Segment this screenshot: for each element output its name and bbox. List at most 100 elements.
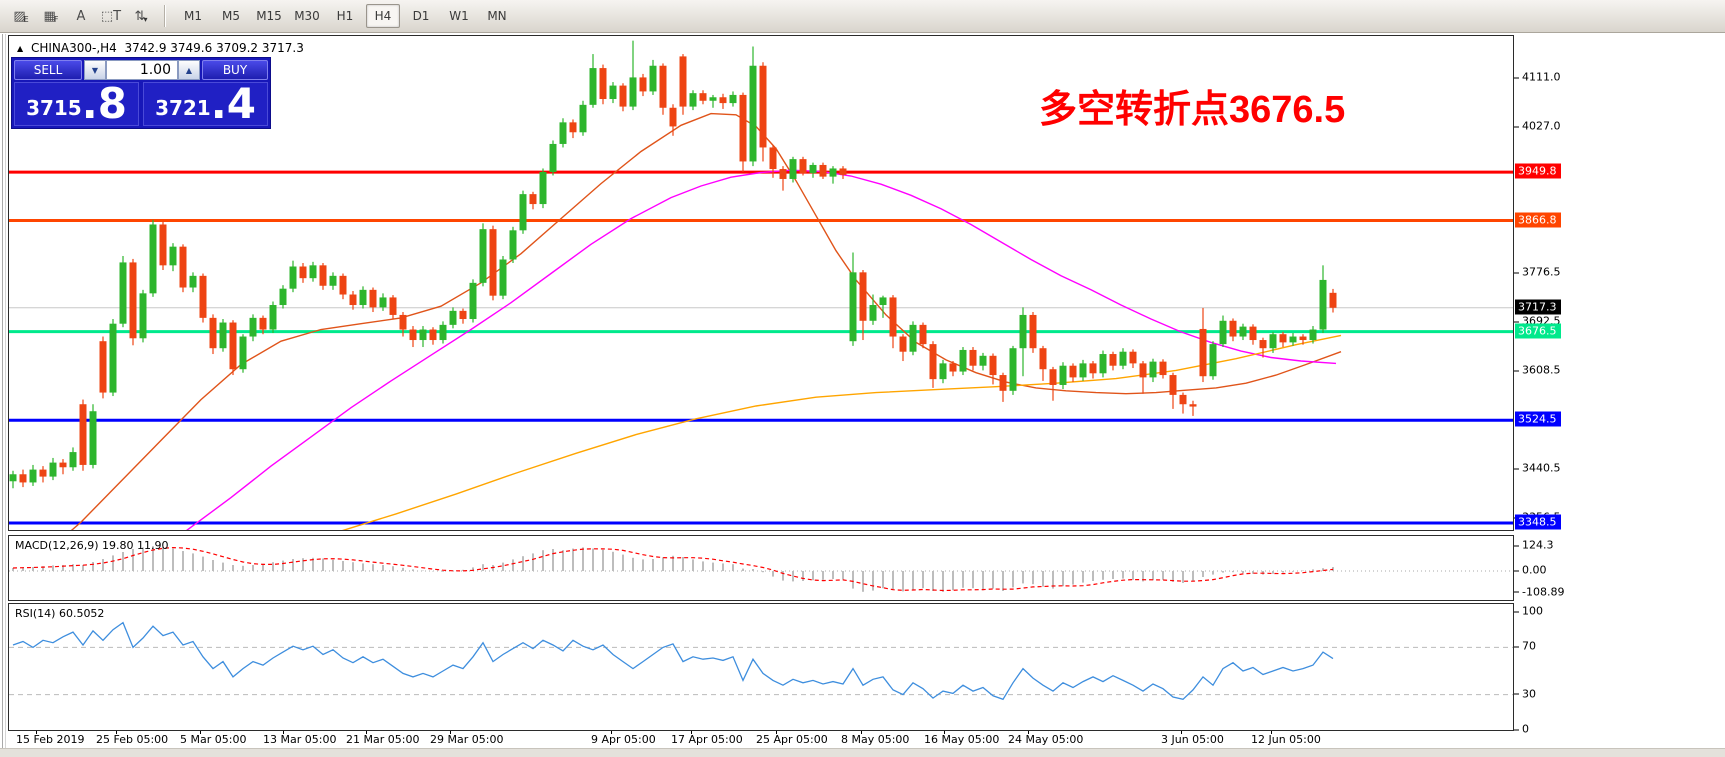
time-tick <box>1271 731 1272 734</box>
sell-price-display[interactable]: 3715.8 <box>14 82 139 126</box>
buy-button[interactable]: BUY <box>202 60 268 80</box>
candle-body <box>959 349 967 372</box>
rsi-axis-100: 100 <box>1514 604 1543 618</box>
candle-body <box>619 85 627 107</box>
candle-body <box>629 77 637 107</box>
candle-body <box>859 272 867 321</box>
candle-body <box>779 169 787 179</box>
time-label: 13 Mar 05:00 <box>263 733 337 746</box>
candle-body <box>359 289 367 306</box>
candle-body <box>769 147 777 170</box>
rsi-chart-canvas[interactable] <box>9 604 1513 730</box>
macd-chart-canvas[interactable] <box>9 536 1513 600</box>
candle-body <box>839 168 847 175</box>
candle-body <box>269 305 277 330</box>
time-tick <box>861 731 862 734</box>
candle-body <box>1259 340 1267 349</box>
candle-body <box>1139 363 1147 378</box>
text-box-tool-icon[interactable]: ⬚T <box>100 8 122 24</box>
timeframe-button-M5[interactable]: M5 <box>222 9 240 23</box>
volume-increase-button[interactable]: ▲ <box>178 60 200 80</box>
candle-body <box>939 363 947 380</box>
candle-body <box>459 310 467 320</box>
candle-body <box>339 275 347 295</box>
candle-body <box>849 272 857 342</box>
candle-body <box>529 194 537 205</box>
time-tick <box>36 731 37 734</box>
time-label: 15 Feb 2019 <box>16 733 85 746</box>
timeframe-button-D1[interactable]: D1 <box>412 9 430 23</box>
candle-body <box>669 107 677 127</box>
price-tick-4027.0: 4027.0 <box>1514 119 1561 133</box>
candle-body <box>549 143 557 172</box>
grid-pattern-tool-icon[interactable]: ▦ F <box>43 8 59 25</box>
candle-body <box>99 341 107 393</box>
mid-ma-line <box>186 169 1337 530</box>
price-axis[interactable]: 4111.04027.03776.53692.53608.53440.53356… <box>1513 35 1725 748</box>
timeframe-buttons-group: M1 M5 M15 M30 H1 H4 D1 W1 MN <box>174 4 516 28</box>
candle-body <box>1279 334 1287 343</box>
candle-body <box>1219 320 1227 345</box>
sort-arrange-tool-icon[interactable]: ⇅ ▾ <box>134 8 148 25</box>
trade-buttons-row: SELL ▼ 1.00 ▲ BUY <box>14 60 268 80</box>
chart-annotation-text: 多空转折点3676.5 <box>1039 89 1346 131</box>
time-axis[interactable]: 15 Feb 2019 25 Feb 05:00 5 Mar 05:00 13 Mar… <box>8 731 1514 748</box>
timeframe-button-H4[interactable]: H4 <box>366 4 400 28</box>
candle-body <box>569 122 577 133</box>
candle-body <box>979 355 987 366</box>
candles-group[interactable] <box>9 40 1337 489</box>
toolbar-separator <box>164 5 166 27</box>
timeframe-button-W1[interactable]: W1 <box>449 9 469 23</box>
candle-body <box>1289 336 1297 343</box>
timeframe-button-M30[interactable]: M30 <box>294 9 320 23</box>
price-tick-3776.5: 3776.5 <box>1514 265 1561 279</box>
price-tick-3608.5: 3608.5 <box>1514 363 1561 377</box>
candle-body <box>1209 344 1217 377</box>
collapse-triangle-icon[interactable]: ▲ <box>17 44 24 53</box>
price-tick-4111.0: 4111.0 <box>1514 70 1561 84</box>
candle-body <box>189 275 197 288</box>
candle-body <box>649 65 657 92</box>
price-badge-3949.8: 3949.8 <box>1515 163 1561 179</box>
rsi-indicator-panel[interactable]: RSI(14) 60.5052 <box>8 603 1514 731</box>
candle-body <box>169 246 177 266</box>
macd-axis-0.00: 0.00 <box>1514 563 1547 577</box>
candlestick-chart-canvas[interactable] <box>9 36 1513 530</box>
rsi-axis-30: 30 <box>1514 687 1536 701</box>
buy-price-display[interactable]: 3721.4 <box>143 82 268 126</box>
main-chart-panel[interactable]: ▲ CHINA300-,H4 3742.9 3749.6 3709.2 3717… <box>8 35 1514 531</box>
candle-body <box>1079 363 1087 378</box>
volume-input[interactable]: 1.00 <box>106 60 178 80</box>
buy-price-main: 3721 <box>155 96 211 120</box>
candle-body <box>409 329 417 341</box>
timeframe-button-M1[interactable]: M1 <box>184 9 202 23</box>
candle-body <box>379 297 387 308</box>
timeframe-button-M15[interactable]: M15 <box>256 9 282 23</box>
timeframe-button-MN[interactable]: MN <box>487 9 507 23</box>
candle-body <box>239 336 247 370</box>
time-tick <box>283 731 284 734</box>
sell-button[interactable]: SELL <box>14 60 82 80</box>
candle-body <box>699 93 707 101</box>
candle-body <box>509 230 517 260</box>
left-splitter-strip <box>0 34 8 757</box>
timeframe-button-H1[interactable]: H1 <box>336 9 354 23</box>
time-tick <box>944 731 945 734</box>
time-tick <box>691 731 692 734</box>
candle-body <box>429 329 437 341</box>
volume-decrease-button[interactable]: ▼ <box>84 60 106 80</box>
rsi-axis-0: 0 <box>1514 722 1529 736</box>
hatch-pattern-tool-icon[interactable]: ▨ E <box>13 8 29 25</box>
candle-body <box>229 322 237 370</box>
time-label: 3 Jun 05:00 <box>1161 733 1224 746</box>
candle-body <box>399 314 407 330</box>
candle-body <box>709 97 717 101</box>
text-label-tool-icon[interactable]: A <box>76 8 86 24</box>
macd-indicator-panel[interactable]: MACD(12,26,9) 19.80 11.90 <box>8 535 1514 601</box>
time-label: 5 Mar 05:00 <box>180 733 247 746</box>
candle-body <box>599 68 607 100</box>
macd-label: MACD(12,26,9) 19.80 11.90 <box>15 539 169 552</box>
macd-axis-124.3: 124.3 <box>1514 538 1554 552</box>
candle-body <box>1309 329 1317 341</box>
